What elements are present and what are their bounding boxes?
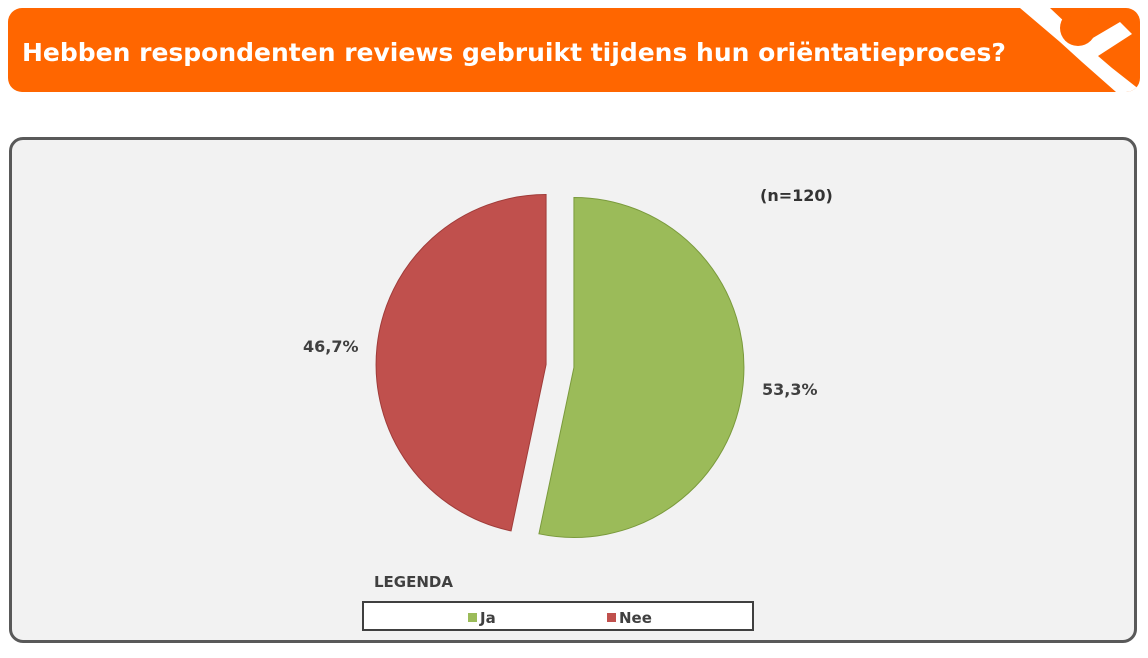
legend-item-ja: Ja — [468, 609, 496, 627]
brand-logo-icon — [1020, 8, 1140, 92]
title-banner: Hebben respondenten reviews gebruikt tij… — [8, 8, 1140, 92]
pie-slice-ja — [538, 196, 745, 538]
legend-label-nee: Nee — [619, 609, 652, 627]
legend-swatch-nee — [607, 613, 616, 622]
pie-slice-nee — [375, 194, 547, 532]
page-title: Hebben respondenten reviews gebruikt tij… — [22, 38, 1006, 67]
data-label-ja: 53,3% — [762, 380, 818, 399]
legend-swatch-ja — [468, 613, 477, 622]
legend: Ja Nee — [362, 601, 754, 631]
sample-size-note: (n=120) — [760, 186, 833, 205]
data-label-nee: 46,7% — [303, 337, 359, 356]
legend-label-ja: Ja — [480, 609, 496, 627]
legend-title: LEGENDA — [374, 573, 453, 591]
legend-item-nee: Nee — [607, 609, 652, 627]
